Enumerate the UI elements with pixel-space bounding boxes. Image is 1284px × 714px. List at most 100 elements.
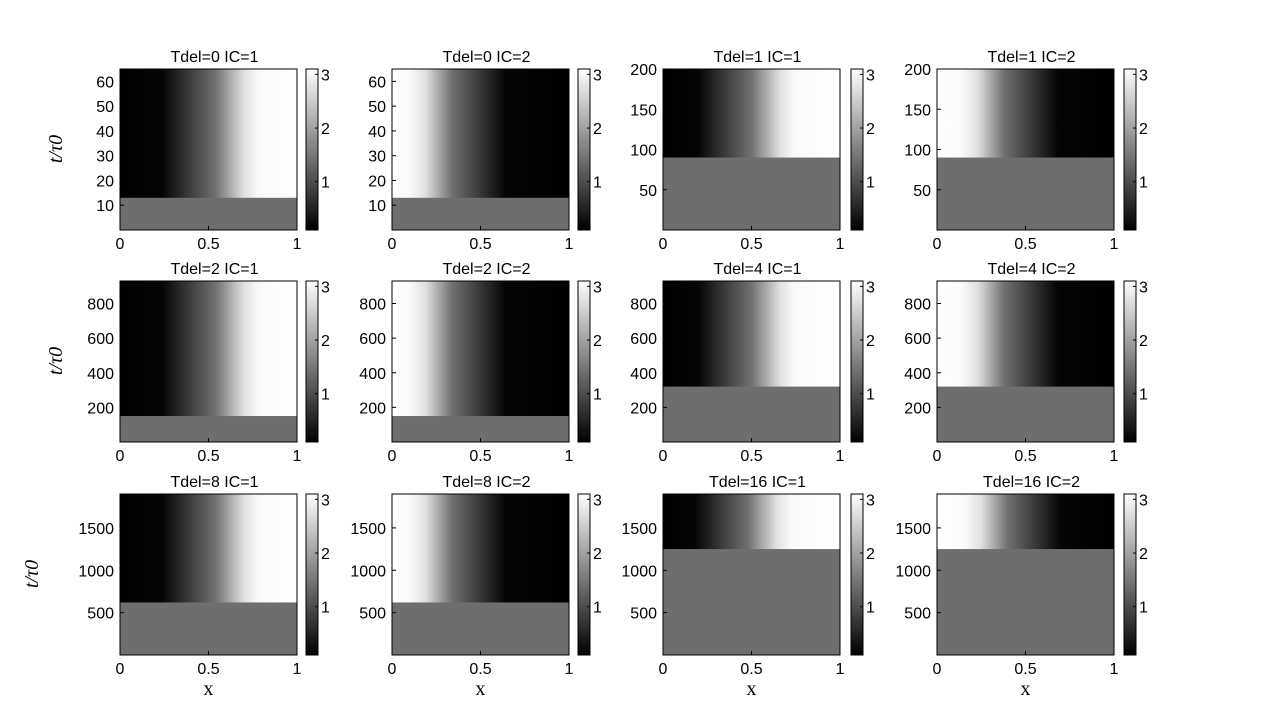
x-tick-label: 0.5: [740, 236, 762, 253]
y-tick-label: 800: [359, 297, 386, 314]
panel-title: Tdel=16 IC=2: [983, 474, 1080, 491]
x-tick-label: 0.5: [469, 236, 491, 253]
y-tick-label: 50: [96, 99, 114, 116]
colorbar-tick-label: 3: [866, 67, 875, 84]
y-tick-label: 200: [87, 400, 114, 417]
heatmap-initial-region: [663, 387, 840, 442]
y-tick-label: 800: [87, 297, 114, 314]
x-axis-label: x: [204, 678, 214, 700]
x-tick-label: 0: [659, 448, 668, 465]
y-tick-label: 20: [96, 173, 114, 190]
colorbar: [306, 281, 318, 442]
colorbar-tick-label: 2: [1139, 333, 1148, 350]
panel-title: Tdel=16 IC=1: [709, 474, 806, 491]
y-tick-label: 600: [630, 331, 657, 348]
colorbar-tick-label: 3: [593, 67, 602, 84]
panel-title: Tdel=0 IC=2: [442, 49, 530, 66]
y-tick-label: 200: [630, 62, 657, 79]
colorbar-tick-label: 3: [1139, 279, 1148, 296]
y-tick-label: 400: [87, 366, 114, 383]
x-tick-label: 0.5: [740, 661, 762, 678]
x-tick-label: 1: [1110, 448, 1119, 465]
x-tick-label: 0.5: [740, 448, 762, 465]
x-tick-label: 1: [565, 236, 574, 253]
colorbar: [1124, 281, 1136, 442]
y-tick-label: 600: [904, 331, 931, 348]
y-axis-label: t/τ0: [45, 135, 67, 163]
y-tick-label: 800: [904, 297, 931, 314]
y-tick-label: 50: [368, 99, 386, 116]
colorbar-tick-label: 1: [321, 600, 330, 617]
x-tick-label: 1: [565, 661, 574, 678]
panel-title: Tdel=8 IC=2: [442, 474, 530, 491]
y-tick-label: 800: [630, 297, 657, 314]
heatmap-panel: Tdel=4 IC=20 0.5 1200400600800123: [904, 261, 1148, 465]
y-tick-label: 150: [630, 102, 657, 119]
heatmap-panel: Tdel=16 IC=20 0.5 150010001500123x: [895, 474, 1148, 700]
y-tick-label: 400: [359, 366, 386, 383]
x-tick-label: 0: [933, 236, 942, 253]
y-tick-label: 1500: [78, 521, 114, 538]
heatmap-panel: Tdel=4 IC=1 0 0.5 1 200 400 600 800 1 2 3: [630, 261, 875, 465]
heatmap-panel: Tdel=2 IC=1 0 0.5 1 200 400 600 800 1 2 3: [87, 261, 330, 465]
panel-title: Tdel=0 IC=1: [170, 49, 258, 66]
x-tick-label: 1: [1110, 236, 1119, 253]
colorbar-tick-label: 1: [1139, 600, 1148, 617]
colorbar-tick-label: 3: [321, 492, 330, 509]
x-tick-label: 0.5: [469, 661, 491, 678]
colorbar-tick-label: 2: [1139, 546, 1148, 563]
panel-title: Tdel=8 IC=1: [170, 474, 258, 491]
colorbar: [851, 494, 863, 655]
x-tick-label: 0.5: [197, 448, 219, 465]
y-axis-label: t/τ0: [21, 560, 43, 588]
colorbar-tick-label: 1: [866, 600, 875, 617]
x-axis-label: x: [1021, 678, 1031, 700]
x-tick-label: 1: [293, 661, 302, 678]
heatmap-initial-region: [120, 602, 297, 655]
x-tick-label: 0: [933, 661, 942, 678]
y-tick-label: 60: [96, 74, 114, 91]
y-tick-label: 500: [904, 606, 931, 623]
y-tick-label: 150: [904, 102, 931, 119]
colorbar-tick-label: 2: [593, 333, 602, 350]
x-tick-label: 0: [388, 661, 397, 678]
colorbar: [578, 494, 590, 655]
colorbar-tick-label: 2: [593, 546, 602, 563]
y-tick-label: 400: [630, 366, 657, 383]
y-tick-label: 1000: [621, 563, 657, 580]
heatmap-initial-region: [663, 158, 840, 230]
y-tick-label: 40: [96, 124, 114, 141]
x-tick-label: 0: [659, 236, 668, 253]
y-tick-label: 200: [904, 400, 931, 417]
heatmap-initial-region: [120, 198, 297, 230]
colorbar: [578, 281, 590, 442]
heatmap-panel: Tdel=0 IC=2 0 0.5 1 10 20 30 40 50 60 1 2 3: [368, 49, 602, 253]
x-axis-label: x: [476, 678, 486, 700]
colorbar-tick-label: 3: [321, 279, 330, 296]
y-tick-label: 200: [904, 62, 931, 79]
y-tick-label: 20: [368, 173, 386, 190]
y-tick-label: 30: [368, 149, 386, 166]
x-tick-label: 0.5: [197, 236, 219, 253]
y-tick-label: 30: [96, 149, 114, 166]
colorbar-tick-label: 1: [593, 387, 602, 404]
heatmap-panel: Tdel=2 IC=2 0 0.5 1 200 400 600 800 1 2 3: [359, 261, 602, 465]
y-tick-label: 1500: [621, 521, 657, 538]
heatmap-initial-region: [392, 602, 569, 655]
panel-title: Tdel=2 IC=2: [442, 261, 530, 278]
x-tick-label: 1: [565, 448, 574, 465]
y-tick-label: 500: [87, 606, 114, 623]
panel-title: Tdel=1 IC=2: [987, 49, 1075, 66]
panel-title: Tdel=4 IC=1: [713, 261, 801, 278]
heatmap-initial-region: [937, 158, 1114, 230]
y-tick-label: 1500: [895, 521, 931, 538]
colorbar-tick-label: 3: [321, 67, 330, 84]
colorbar-tick-label: 3: [866, 492, 875, 509]
y-tick-label: 600: [87, 331, 114, 348]
colorbar: [1124, 69, 1136, 230]
colorbar-tick-label: 1: [593, 175, 602, 192]
heatmap-initial-region: [937, 549, 1114, 655]
x-tick-label: 0: [388, 448, 397, 465]
colorbar-tick-label: 1: [866, 175, 875, 192]
